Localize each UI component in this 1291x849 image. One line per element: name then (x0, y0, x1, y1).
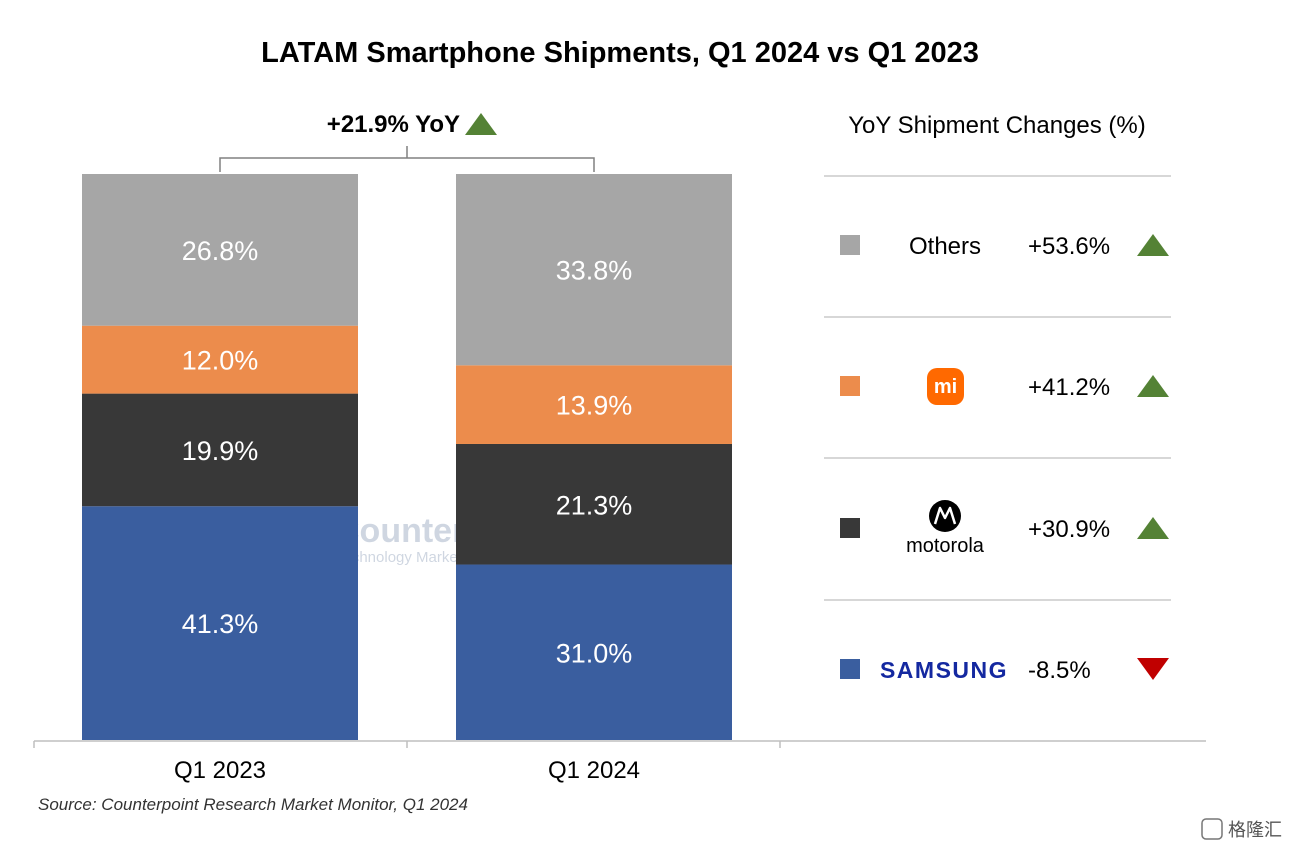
legend-change-motorola: +30.9% (1028, 516, 1110, 543)
yoy-up-arrow-icon (465, 113, 497, 135)
bar-motorola-q1-2023 (82, 393, 358, 507)
bar-xiaomi-q1-2024 (456, 365, 732, 444)
legend-name-others: Others (909, 233, 981, 260)
legend-swatch-motorola (840, 518, 860, 538)
legend-swatch-xiaomi (840, 376, 860, 396)
bar-motorola-q1-2024 (456, 443, 732, 565)
legend-up-arrow-icon-xiaomi (1137, 375, 1169, 397)
footer-mark: 格隆汇 (1201, 818, 1282, 840)
xiaomi-logo-bg (927, 368, 964, 405)
data-label-xiaomi-q1-2024: 13.9% (556, 391, 633, 421)
source-note: Source: Counterpoint Research Market Mon… (38, 795, 468, 814)
legend-title: YoY Shipment Changes (%) (848, 112, 1146, 139)
footer-mark-icon (1201, 818, 1223, 840)
bar-samsung-q1-2023 (82, 506, 358, 740)
data-label-samsung-q1-2023: 41.3% (182, 609, 259, 639)
legend-up-arrow-icon-others (1137, 234, 1169, 256)
samsung-logo-icon: SAMSUNG (880, 657, 1008, 683)
data-label-motorola-q1-2023: 19.9% (182, 436, 259, 466)
bar-others-q1-2023 (82, 174, 358, 326)
data-label-motorola-q1-2024: 21.3% (556, 490, 633, 520)
xiaomi-logo-icon: mi (927, 368, 964, 405)
legend-row-xiaomi: mi +41.2% (840, 368, 1169, 405)
bar-samsung-q1-2024 (456, 564, 732, 740)
x-tick-label-0: Q1 2023 (174, 757, 266, 784)
legend-up-arrow-icon-motorola (1137, 517, 1169, 539)
footer-mark-text: 格隆汇 (1228, 820, 1282, 840)
legend-swatch-others (840, 235, 860, 255)
data-label-others-q1-2023: 26.8% (182, 236, 259, 266)
legend-change-others: +53.6% (1028, 233, 1110, 260)
motorola-batwing-m (933, 506, 957, 525)
legend-down-arrow-icon-samsung (1137, 658, 1169, 680)
motorola-logo-icon: motorola (906, 500, 985, 557)
legend-swatch-samsung (840, 659, 860, 679)
data-label-samsung-q1-2024: 31.0% (556, 638, 633, 668)
legend-change-samsung: -8.5% (1028, 657, 1091, 684)
legend-row-motorola: motorola +30.9% (840, 500, 1169, 557)
yoy-bracket (219, 146, 595, 172)
legend-row-others: Others +53.6% (840, 233, 1169, 260)
yoy-total-label: +21.9% YoY (327, 111, 460, 138)
chart-title: LATAM Smartphone Shipments, Q1 2024 vs Q… (261, 37, 979, 69)
data-label-xiaomi-q1-2023: 12.0% (182, 346, 259, 376)
x-tick-label-1: Q1 2024 (548, 757, 640, 784)
bar-others-q1-2024 (456, 174, 732, 366)
motorola-wordmark: motorola (906, 535, 985, 557)
bar-xiaomi-q1-2023 (82, 325, 358, 394)
legend-change-xiaomi: +41.2% (1028, 374, 1110, 401)
data-label-others-q1-2024: 33.8% (556, 256, 633, 286)
xiaomi-logo-text: mi (934, 376, 957, 398)
legend-row-samsung: SAMSUNG -8.5% (840, 657, 1169, 684)
